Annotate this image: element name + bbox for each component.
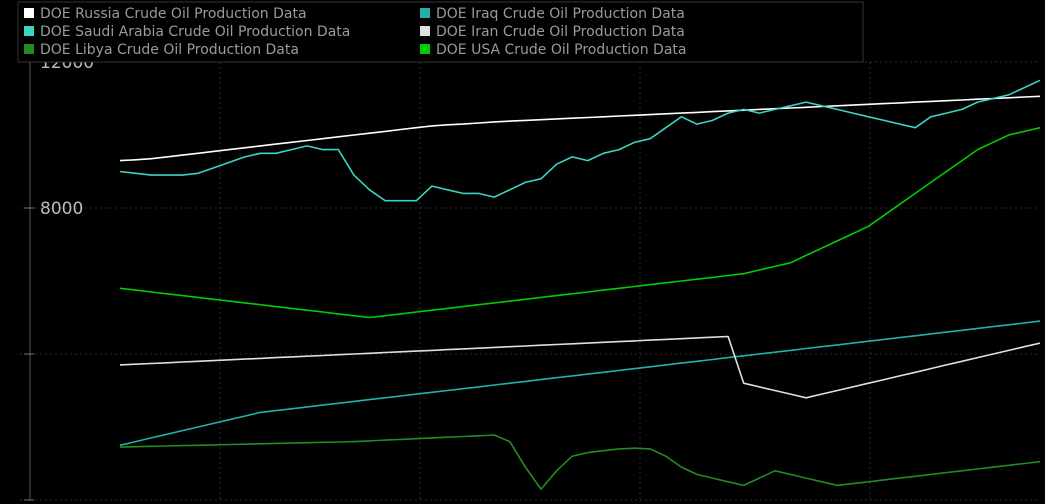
legend-box — [17, 1, 864, 63]
y-tick-label: 8000 — [40, 199, 83, 219]
legend-swatch — [24, 26, 34, 36]
legend-swatch — [420, 26, 430, 36]
series-lines — [119, 79, 1041, 490]
legend-swatch — [24, 8, 34, 18]
legend-entry[interactable]: DOE USA Crude Oil Production Data — [436, 42, 686, 58]
legend-entry[interactable]: DOE Russia Crude Oil Production Data — [40, 6, 307, 22]
legend-swatch — [420, 8, 430, 18]
series-line-2 — [119, 335, 1041, 399]
legend: DOE Russia Crude Oil Production Data DOE … — [17, 1, 864, 63]
legend-entry[interactable]: DOE Iran Crude Oil Production Data — [436, 24, 685, 40]
series-line-4 — [119, 126, 1041, 319]
series-line-1 — [119, 320, 1041, 447]
legend-entry[interactable]: DOE Libya Crude Oil Production Data — [40, 42, 299, 58]
series-line-0 — [119, 95, 1041, 162]
legend-swatch — [420, 44, 430, 54]
legend-entry[interactable]: DOE Saudi Arabia Crude Oil Production Da… — [40, 24, 350, 40]
series-line-5 — [119, 434, 1041, 490]
legend-entry[interactable]: DOE Iraq Crude Oil Production Data — [436, 6, 685, 22]
series-line-3 — [119, 79, 1041, 202]
legend-swatch — [24, 44, 34, 54]
